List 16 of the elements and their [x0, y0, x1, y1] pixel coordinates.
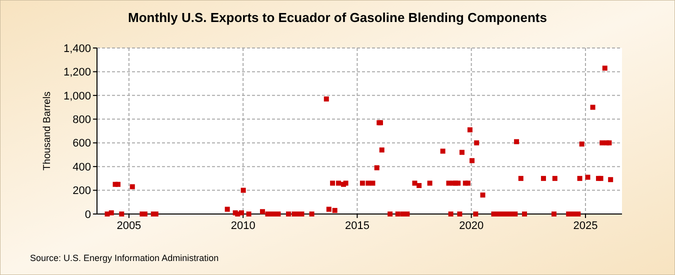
source-note: Source: U.S. Energy Information Administration [30, 253, 219, 263]
y-axis-title: Thousand Barrels [42, 92, 53, 170]
y-tick-label: 800 [72, 114, 91, 126]
chart-title: Monthly U.S. Exports to Ecuador of Gasoline Blending Components [128, 10, 547, 25]
x-tick-label: 2025 [573, 220, 598, 232]
y-tick-label: 200 [72, 185, 91, 198]
y-tick-label: 0 [84, 208, 91, 221]
y-tick-label: 1,400 [63, 42, 91, 55]
x-tick-label: 2010 [230, 220, 256, 232]
y-tick-label: 1,200 [63, 66, 91, 79]
y-tick-label: 600 [72, 138, 91, 150]
x-tick-label: 2005 [116, 220, 142, 232]
x-tick-label: 2020 [459, 220, 484, 232]
y-tick-label: 400 [72, 161, 91, 174]
y-tick-label: 1,000 [63, 90, 91, 102]
x-tick-label: 2015 [344, 220, 370, 232]
